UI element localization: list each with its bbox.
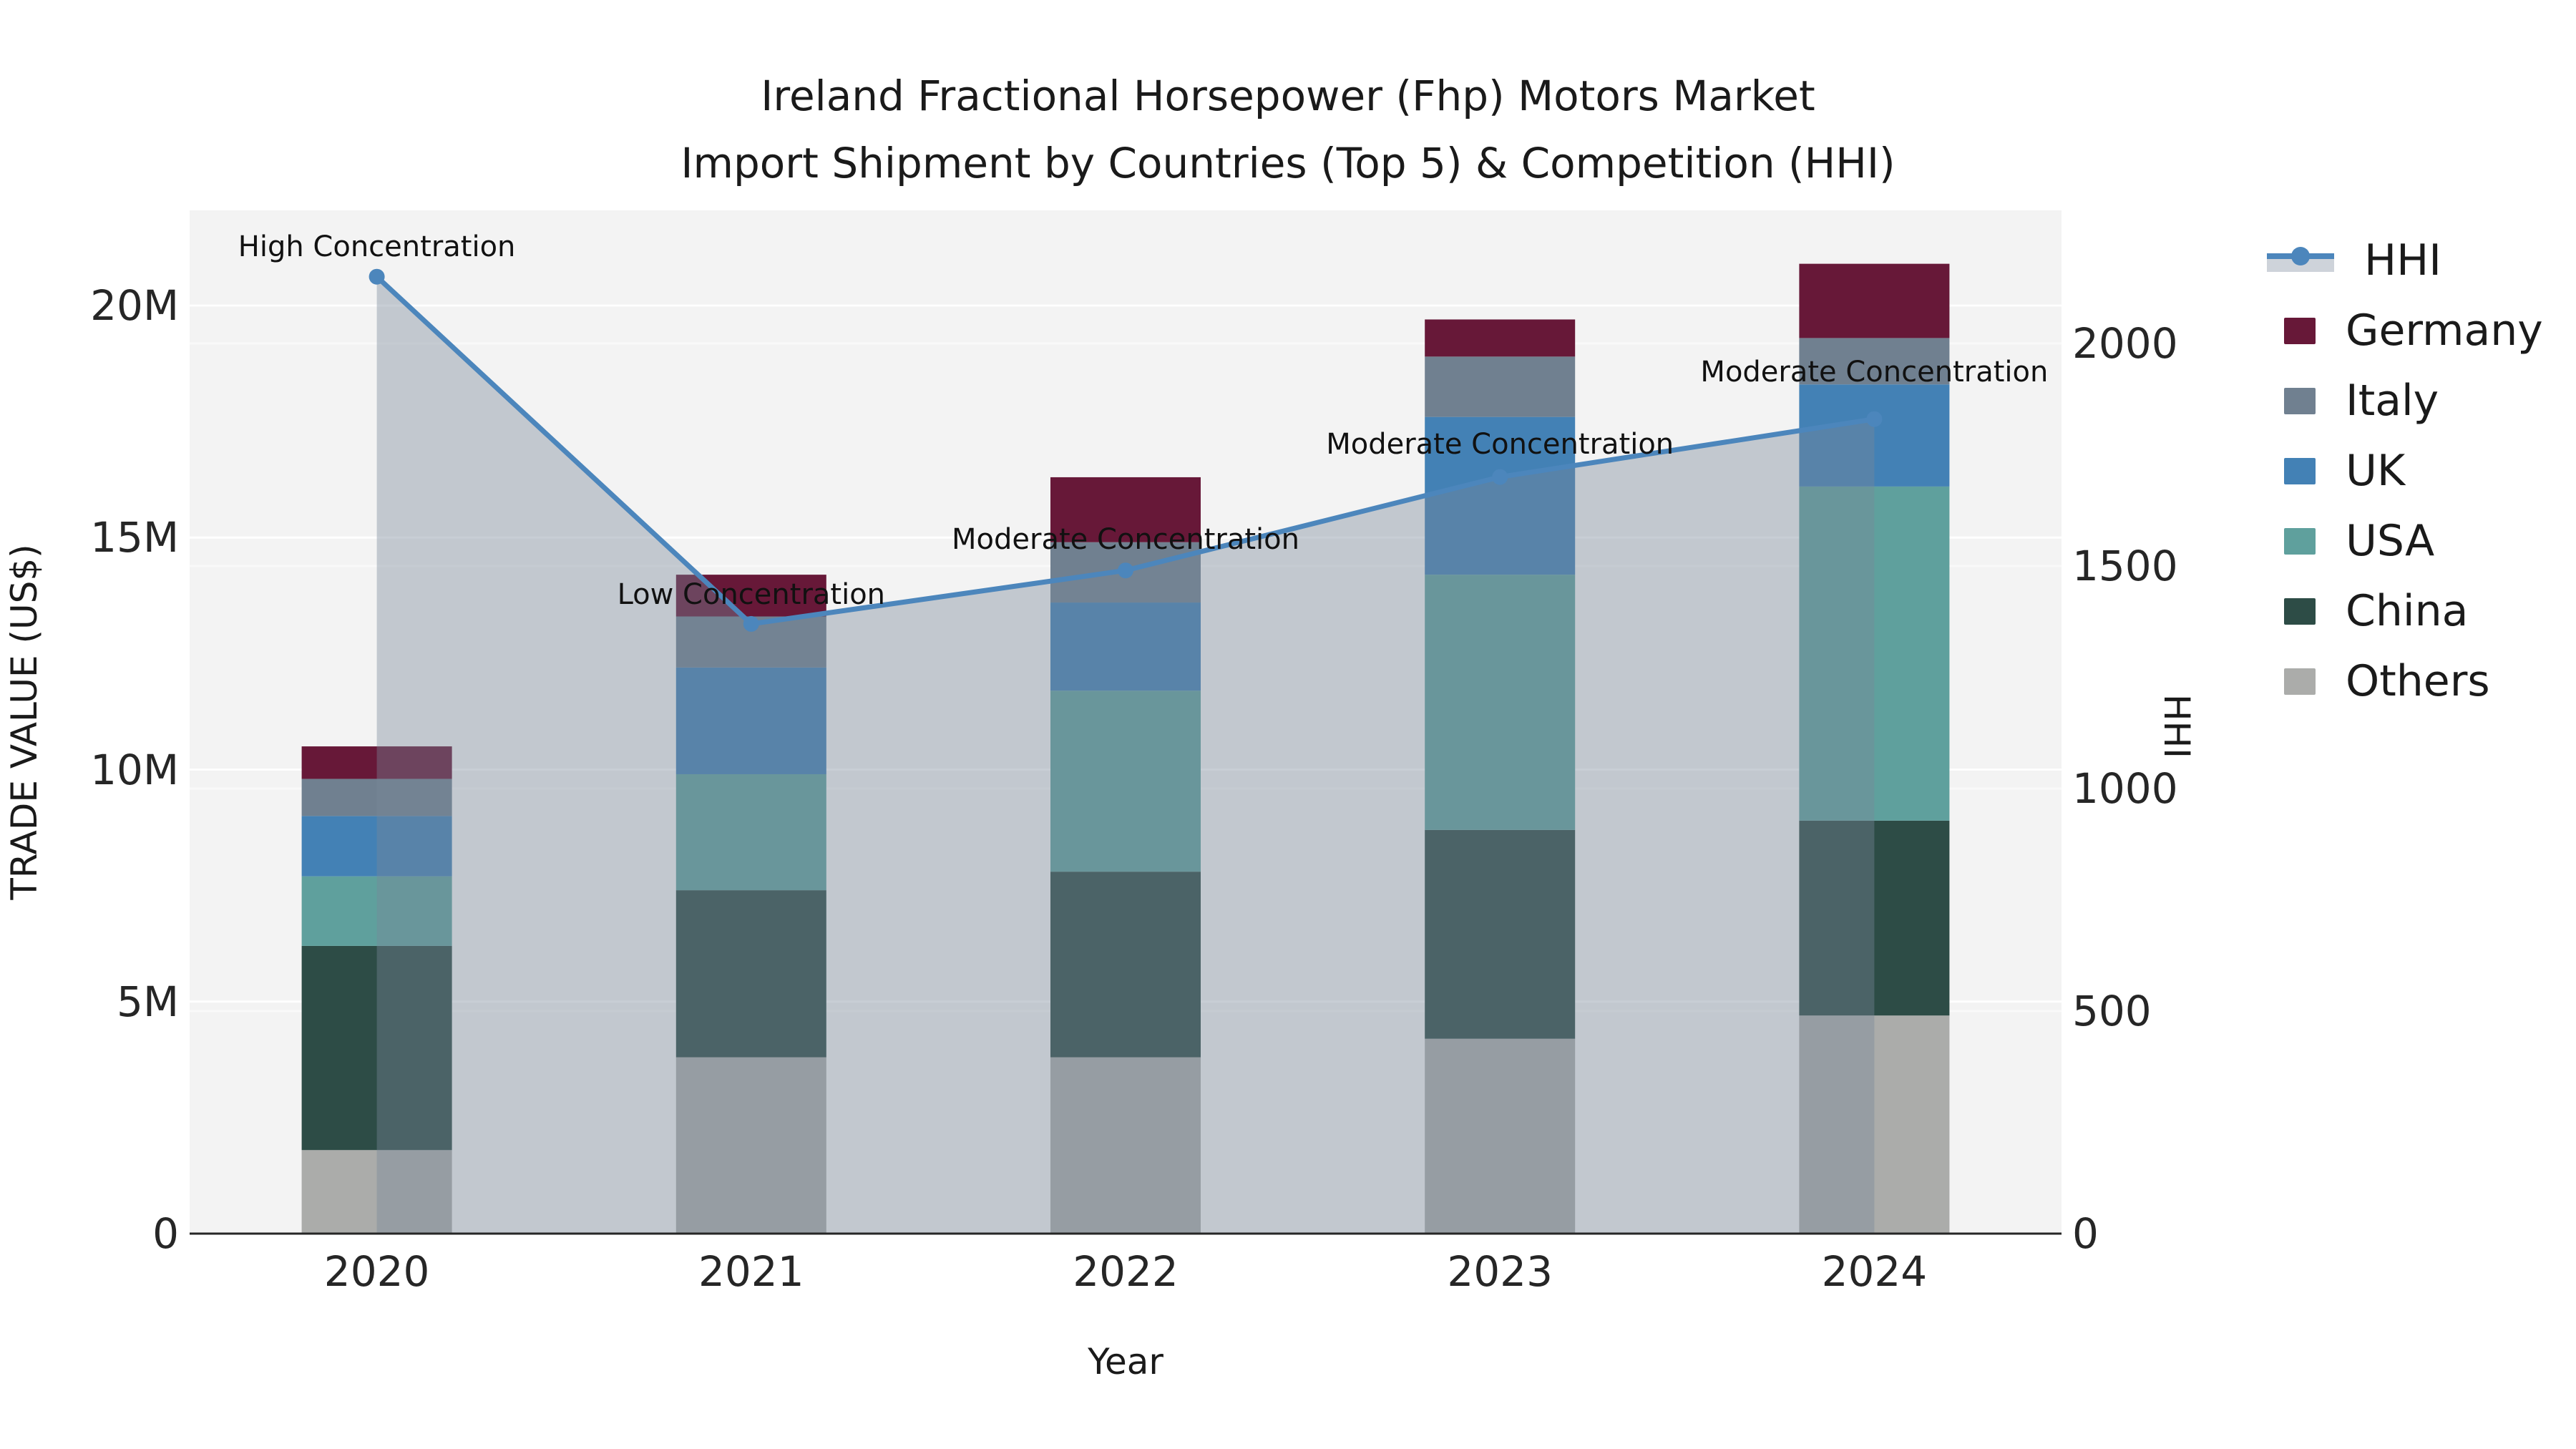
hhi-marker-2021 bbox=[743, 615, 759, 632]
legend-label-usa: USA bbox=[2346, 516, 2435, 566]
legend-item-usa: USA bbox=[2267, 506, 2543, 576]
legend: HHI Germany Italy UK USA China Others bbox=[2267, 225, 2543, 716]
x-tick-2021: 2021 bbox=[698, 1247, 804, 1296]
bar-segment-2020-others bbox=[301, 1150, 452, 1234]
chart-title-line2: Import Shipment by Countries (Top 5) & C… bbox=[680, 138, 1896, 187]
hhi-marker-2020 bbox=[369, 268, 385, 285]
hhi-marker-2023 bbox=[1492, 469, 1508, 485]
hhi-marker-2024 bbox=[1866, 411, 1883, 427]
legend-hhi-line-swatch bbox=[2267, 246, 2334, 275]
bar-segment-2023-others bbox=[1425, 1038, 1576, 1234]
bar-segment-2023-germany bbox=[1425, 319, 1576, 357]
legend-swatch-china bbox=[2284, 597, 2316, 625]
y-right-tick-500: 500 bbox=[2072, 987, 2152, 1035]
annotation-2022: Moderate Concentration bbox=[952, 523, 1299, 556]
bar-segment-2020-china bbox=[301, 945, 452, 1151]
bar-segment-2020-usa bbox=[301, 876, 452, 946]
y-right-tick-1500: 1500 bbox=[2072, 542, 2178, 590]
legend-item-uk: UK bbox=[2267, 436, 2543, 506]
x-tick-2024: 2024 bbox=[1821, 1247, 1928, 1296]
legend-label-uk: UK bbox=[2346, 446, 2406, 496]
legend-label-others: Others bbox=[2346, 656, 2490, 706]
bar-segment-2024-china bbox=[1799, 820, 1950, 1016]
bar-segment-2024-italy bbox=[1799, 338, 1950, 385]
y-left-tick-10M: 10M bbox=[90, 745, 179, 794]
bar-segment-2021-usa bbox=[675, 774, 826, 891]
legend-label-hhi: HHI bbox=[2364, 235, 2441, 286]
bar-segment-2024-others bbox=[1799, 1015, 1950, 1234]
legend-swatch-usa bbox=[2284, 527, 2316, 555]
annotation-2020: High Concentration bbox=[238, 230, 516, 263]
legend-swatch-uk bbox=[2284, 457, 2316, 484]
y-right-tick-0: 0 bbox=[2072, 1209, 2099, 1258]
bar-segment-2022-uk bbox=[1050, 602, 1201, 691]
bar-segment-2024-germany bbox=[1799, 263, 1950, 338]
x-tick-2020: 2020 bbox=[323, 1247, 430, 1296]
bar-segment-2021-others bbox=[675, 1057, 826, 1234]
legend-hhi-marker-icon bbox=[2291, 247, 2310, 265]
legend-item-italy: Italy bbox=[2267, 366, 2543, 436]
bar-segment-2023-china bbox=[1425, 829, 1576, 1039]
bar-segment-2020-italy bbox=[301, 779, 452, 816]
x-tick-2022: 2022 bbox=[1073, 1247, 1179, 1296]
y-axis-title-left: TRADE VALUE (US$) bbox=[4, 544, 45, 900]
legend-label-china: China bbox=[2346, 586, 2469, 636]
y-right-tick-1000: 1000 bbox=[2072, 764, 2178, 813]
legend-swatch-others bbox=[2284, 668, 2316, 695]
chart-title: Ireland Fractional Horsepower (Fhp) Moto… bbox=[0, 63, 2576, 197]
bar-segment-2024-usa bbox=[1799, 486, 1950, 821]
bar-segment-2020-germany bbox=[301, 746, 452, 779]
bar-segment-2021-uk bbox=[675, 667, 826, 774]
bar-segment-2022-china bbox=[1050, 872, 1201, 1058]
y-right-tick-2000: 2000 bbox=[2072, 319, 2178, 368]
legend-swatch-germany bbox=[2284, 317, 2316, 344]
legend-swatch-italy bbox=[2284, 387, 2316, 414]
legend-label-italy: Italy bbox=[2346, 376, 2439, 426]
bar-segment-2023-uk bbox=[1425, 416, 1576, 575]
y-left-tick-5M: 5M bbox=[117, 977, 179, 1026]
y-left-tick-20M: 20M bbox=[90, 281, 179, 330]
bar-segment-2020-uk bbox=[301, 816, 452, 877]
annotation-2024: Moderate Concentration bbox=[1700, 356, 2049, 389]
y-left-tick-15M: 15M bbox=[90, 513, 179, 562]
bar-segment-2024-uk bbox=[1799, 384, 1950, 487]
annotation-2023: Moderate Concentration bbox=[1326, 428, 1674, 461]
bar-segment-2021-china bbox=[675, 890, 826, 1058]
chart-title-line1: Ireland Fractional Horsepower (Fhp) Moto… bbox=[761, 72, 1815, 120]
legend-item-germany: Germany bbox=[2267, 296, 2543, 366]
bar-segment-2023-usa bbox=[1425, 575, 1576, 830]
bar-segment-2022-germany bbox=[1050, 477, 1201, 542]
legend-item-others: Others bbox=[2267, 646, 2543, 716]
hhi-marker-2022 bbox=[1118, 562, 1133, 579]
bar-segment-2022-usa bbox=[1050, 691, 1201, 872]
bar-segment-2021-germany bbox=[675, 575, 826, 617]
bar-segment-2023-italy bbox=[1425, 356, 1576, 417]
bar-segment-2022-others bbox=[1050, 1057, 1201, 1234]
legend-item-hhi: HHI bbox=[2267, 225, 2543, 296]
hhi-area-fill bbox=[376, 276, 1875, 1234]
legend-item-china: China bbox=[2267, 576, 2543, 646]
y-left-tick-0: 0 bbox=[152, 1209, 179, 1258]
y-axis-title-right: HHI bbox=[2156, 694, 2197, 758]
annotation-2021: Low Concentration bbox=[617, 578, 886, 611]
x-tick-2023: 2023 bbox=[1447, 1247, 1553, 1296]
x-axis-title: Year bbox=[1088, 1341, 1163, 1382]
legend-label-germany: Germany bbox=[2346, 306, 2543, 356]
